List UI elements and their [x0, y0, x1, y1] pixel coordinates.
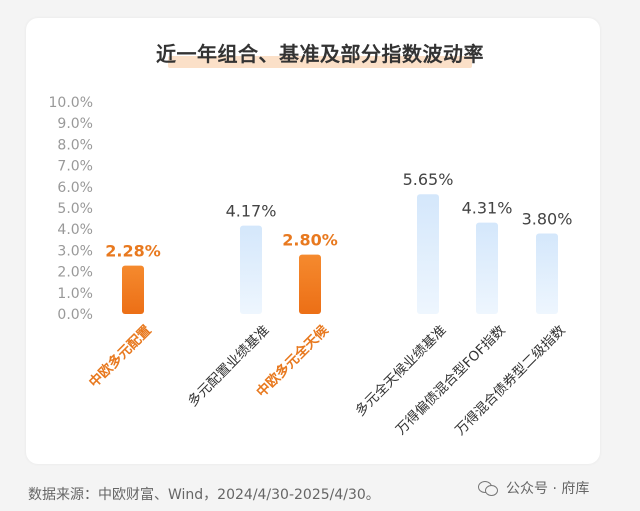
y-tick-label: 5.0% — [57, 201, 93, 217]
title-highlight — [168, 56, 472, 68]
data-label-5: 4.31% — [462, 199, 513, 218]
data-label-1: 2.28% — [105, 242, 161, 261]
data-label-2: 4.17% — [226, 202, 277, 221]
y-tick-label: 7.0% — [57, 159, 93, 175]
category-label-6: 万得混合债券型二级指数 — [452, 321, 569, 438]
data-label-6: 3.80% — [522, 209, 573, 228]
bar-4 — [417, 194, 439, 314]
y-tick-label: 9.0% — [57, 116, 93, 132]
watermark: 公众号 · 府库 — [478, 477, 589, 499]
bar-2 — [240, 225, 262, 314]
data-label-4: 5.65% — [403, 170, 454, 189]
bar-3 — [299, 254, 321, 314]
y-tick-label: 10.0% — [49, 95, 93, 111]
bar-1 — [122, 265, 144, 314]
y-tick-label: 1.0% — [57, 286, 93, 302]
y-tick-label: 3.0% — [57, 243, 93, 259]
chart-card — [26, 18, 600, 464]
y-tick-label: 6.0% — [57, 180, 93, 196]
category-label-2: 多元配置业绩基准 — [184, 322, 272, 410]
y-tick-label: 2.0% — [57, 265, 93, 281]
y-tick-label: 8.0% — [57, 137, 93, 153]
bar-6 — [536, 233, 558, 314]
y-tick-label: 4.0% — [57, 222, 93, 238]
bar-5 — [476, 222, 498, 314]
watermark-text: 公众号 · 府库 — [506, 481, 590, 497]
data-label-3: 2.80% — [282, 231, 338, 250]
category-label-1: 中欧多元配置 — [85, 321, 155, 391]
chart-title: 近一年组合、基准及部分指数波动率 — [156, 42, 484, 66]
data-source-note: 数据来源：中欧财富、Wind，2024/4/30-2025/4/30。 — [28, 487, 380, 503]
y-tick-label: 0.0% — [57, 307, 93, 323]
wechat-icon — [478, 479, 500, 497]
category-label-5: 万得偏债混合型FOF指数 — [392, 321, 509, 438]
